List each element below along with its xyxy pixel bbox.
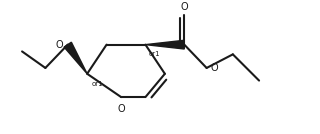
Text: O: O xyxy=(180,2,188,12)
Text: or1: or1 xyxy=(92,81,104,87)
Text: O: O xyxy=(117,104,125,114)
Text: O: O xyxy=(55,40,63,50)
Polygon shape xyxy=(145,40,184,49)
Text: O: O xyxy=(211,63,218,73)
Text: or1: or1 xyxy=(148,51,160,57)
Polygon shape xyxy=(64,42,87,74)
